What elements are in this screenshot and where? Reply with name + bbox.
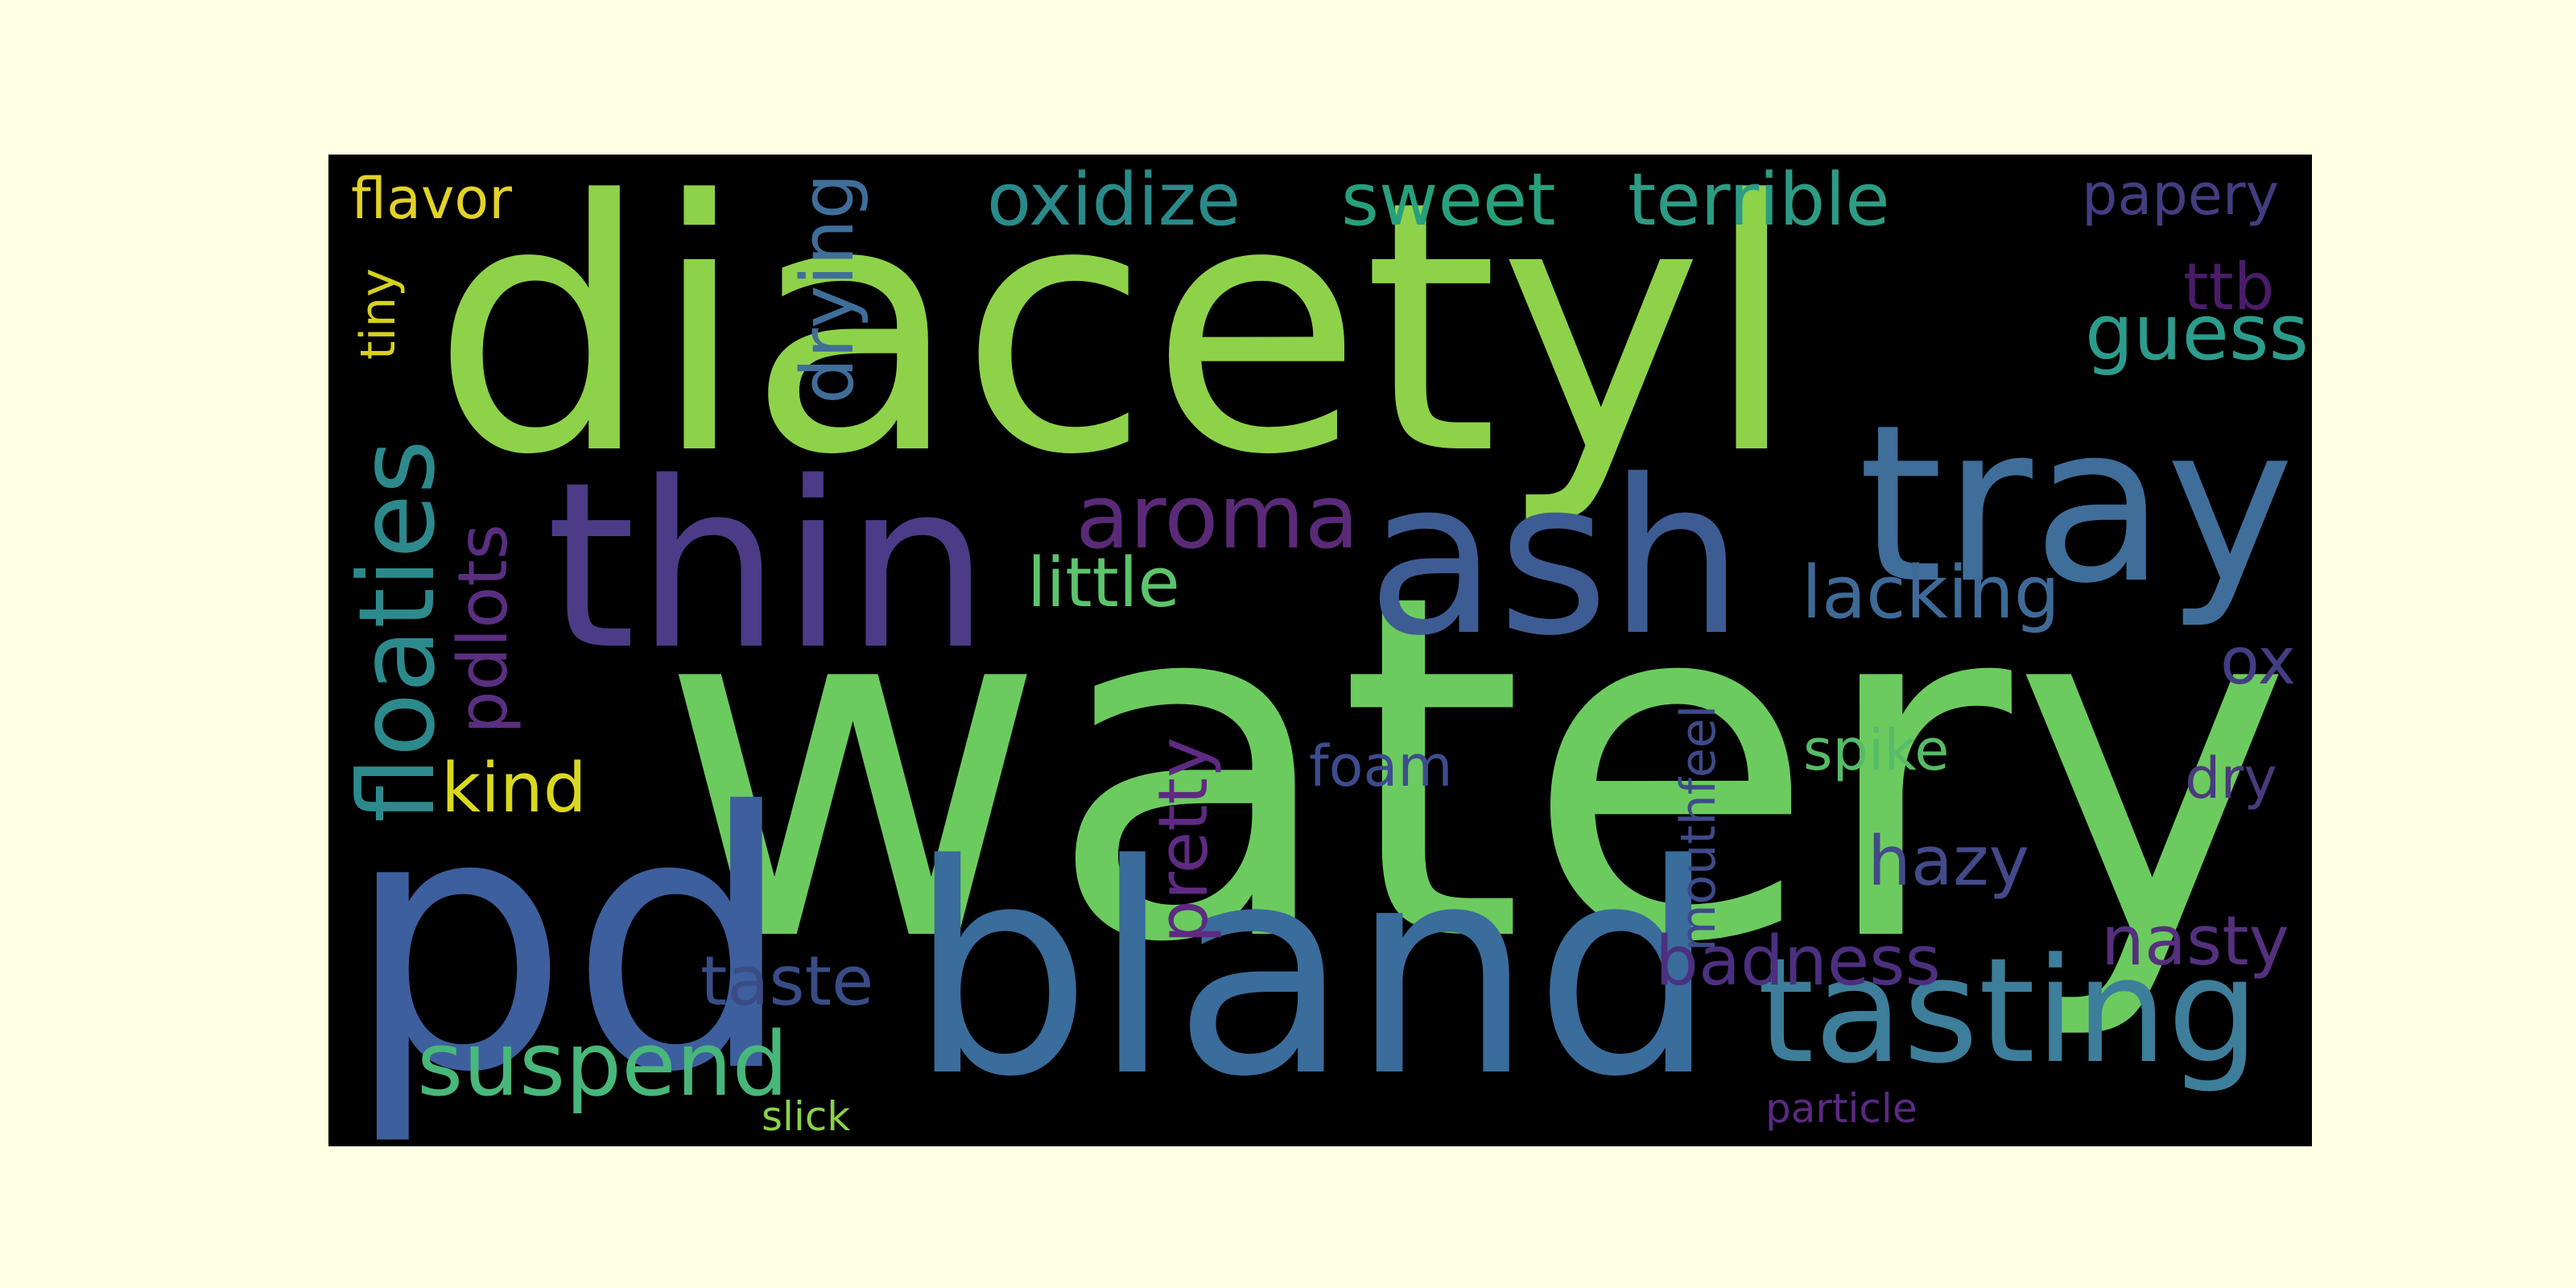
word-hazy: hazy (1868, 822, 2029, 902)
word-pdlots: pdlots (444, 523, 523, 734)
word-suspend: suspend (417, 1013, 789, 1116)
word-pretty: pretty (1144, 737, 1224, 943)
word-ox: ox (2220, 624, 2296, 699)
word-mouthfeel: mouthfeel (1670, 704, 1727, 952)
word-papery: papery (2082, 162, 2280, 228)
word-oxidize: oxidize (987, 158, 1241, 242)
word-ash: ash (1367, 435, 1744, 683)
word-drying: drying (786, 173, 870, 404)
word-tray: tray (1858, 378, 2295, 631)
word-dry: dry (2185, 745, 2277, 811)
word-taste: taste (700, 942, 874, 1022)
word-floaties: floaties (336, 440, 458, 823)
word-foam: foam (1309, 733, 1453, 799)
word-aroma: aroma (1075, 465, 1360, 568)
word-sweet: sweet (1341, 158, 1556, 242)
word-ttb: ttb (2183, 250, 2275, 324)
word-cloud: diacetyl watery thin ash tray pd bland t… (328, 155, 2312, 1146)
word-pd: pd (345, 737, 795, 1146)
word-kind: kind (441, 749, 587, 828)
word-slick: slick (762, 1093, 851, 1140)
word-terrible: terrible (1628, 158, 1890, 242)
word-tasting: tasting (1757, 927, 2260, 1096)
word-spike: spike (1803, 717, 1950, 783)
word-bland: bland (908, 803, 1718, 1140)
word-diacetyl: diacetyl (431, 155, 1800, 530)
word-lacking: lacking (1802, 551, 2060, 635)
word-guess: guess (2085, 289, 2309, 378)
word-nasty: nasty (2101, 902, 2289, 981)
word-particle: particle (1765, 1085, 1918, 1132)
word-tiny: tiny (350, 268, 407, 360)
word-watery: watery (658, 493, 2293, 1046)
word-thin: thin (546, 433, 991, 700)
word-flavor: flavor (351, 166, 513, 232)
word-little: little (1027, 543, 1180, 623)
word-badness: badness (1655, 922, 1941, 1001)
